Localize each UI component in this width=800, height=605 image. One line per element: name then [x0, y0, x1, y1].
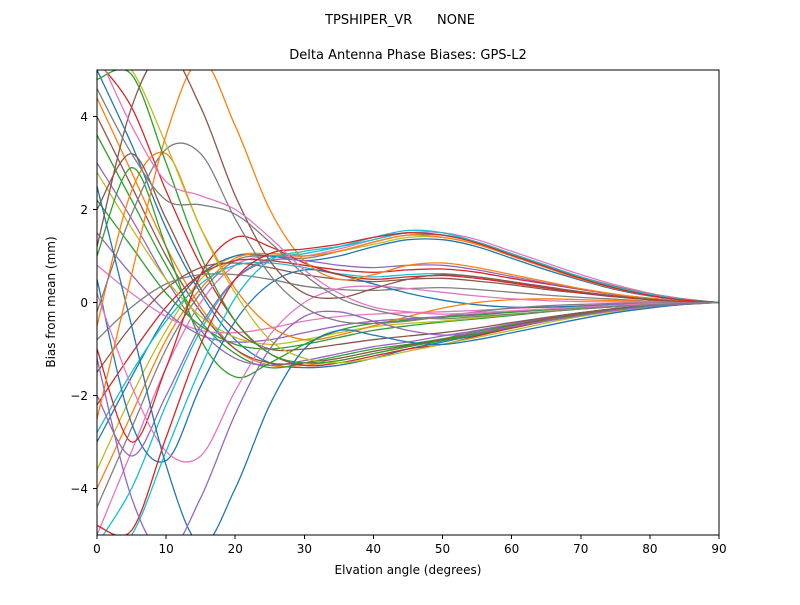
x-tick-label: 60	[504, 542, 519, 556]
y-tick-label: 2	[80, 203, 88, 217]
chart-subtitle: Delta Antenna Phase Biases: GPS-L2	[289, 48, 527, 63]
x-tick-label: 0	[93, 542, 101, 556]
series-line	[97, 70, 719, 419]
series-line	[97, 70, 719, 304]
series-line	[97, 142, 719, 325]
figure-title: TPSHIPER_VR NONE	[324, 13, 475, 28]
x-axis-label: Elvation angle (degrees)	[335, 563, 482, 577]
x-tick-label: 50	[435, 542, 450, 556]
y-axis-label: Bias from mean (mm)	[44, 236, 58, 367]
series-line	[97, 301, 719, 535]
series-line	[130, 70, 719, 364]
series-line	[97, 186, 719, 535]
x-tick-label: 90	[711, 542, 726, 556]
series-line	[97, 153, 719, 352]
x-axis-ticks: 0 10 20 30 40 50 60 70 80 90	[93, 535, 727, 556]
y-tick-label: 0	[80, 296, 88, 310]
x-tick-label: 10	[158, 542, 173, 556]
series-lines	[97, 70, 719, 535]
x-tick-label: 40	[366, 542, 381, 556]
y-tick-label: −4	[70, 482, 88, 496]
x-tick-label: 20	[228, 542, 243, 556]
x-tick-label: 30	[297, 542, 312, 556]
series-line	[97, 285, 719, 463]
series-line	[97, 88, 719, 320]
y-tick-label: 4	[80, 110, 88, 124]
series-line	[104, 70, 719, 315]
series-line	[97, 232, 719, 535]
y-axis-ticks: −4 −2 0 2 4	[70, 110, 97, 496]
x-tick-label: 80	[642, 542, 657, 556]
x-tick-label: 70	[573, 542, 588, 556]
y-tick-label: −2	[70, 389, 88, 403]
